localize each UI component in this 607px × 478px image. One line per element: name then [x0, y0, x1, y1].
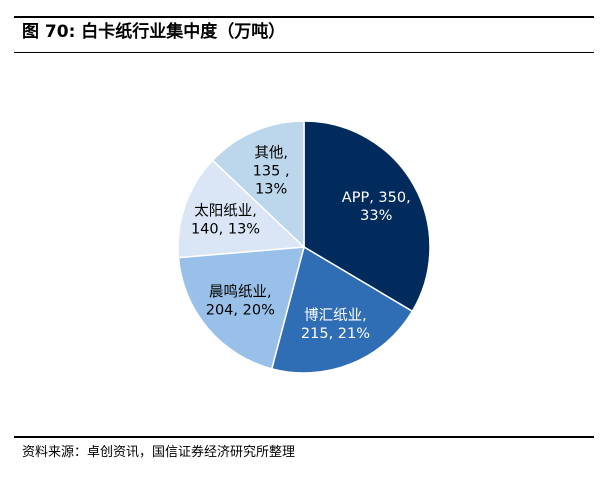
slice-label-3: 晨鸣纸业, 204, 20% [206, 283, 275, 318]
slice-label-line: 晨鸣纸业, [209, 283, 272, 300]
slice-label-line: 135 , [253, 164, 290, 180]
slice-label-4: 太阳纸业, 140, 13% [191, 203, 260, 238]
slice-label-line: 太阳纸业, [194, 203, 257, 220]
source-note: 资料来源：卓创资讯，国信证券经济研究所整理 [22, 445, 296, 460]
title-rule [14, 52, 594, 53]
slice-label-2: 博汇纸业, 215, 21% [301, 307, 370, 342]
slice-label-line: 33% [360, 208, 392, 224]
slice-label-line: 13% [255, 182, 287, 198]
pie-slice-5 [211, 120, 305, 249]
pie-slice-2 [270, 245, 414, 374]
slice-label-5: 其他, 135 , 13% [253, 145, 290, 198]
pie-slice-4 [177, 159, 306, 259]
top-rule [14, 16, 594, 18]
pie-slice-3 [177, 246, 305, 370]
slice-label-line: 其他, [254, 145, 288, 162]
pie-slice-1 [303, 120, 431, 313]
slice-label-line: 博汇纸业, [304, 307, 367, 324]
figure-title: 图 70: 白卡纸行业集中度（万吨） [22, 22, 286, 42]
slice-label-1: APP, 350, 33% [342, 190, 411, 224]
slice-label-line: APP, 350, [342, 190, 411, 206]
bottom-rule [14, 436, 594, 438]
slice-label-line: 204, 20% [206, 302, 275, 318]
slice-label-line: 215, 21% [301, 326, 370, 342]
slice-label-line: 140, 13% [191, 222, 260, 238]
